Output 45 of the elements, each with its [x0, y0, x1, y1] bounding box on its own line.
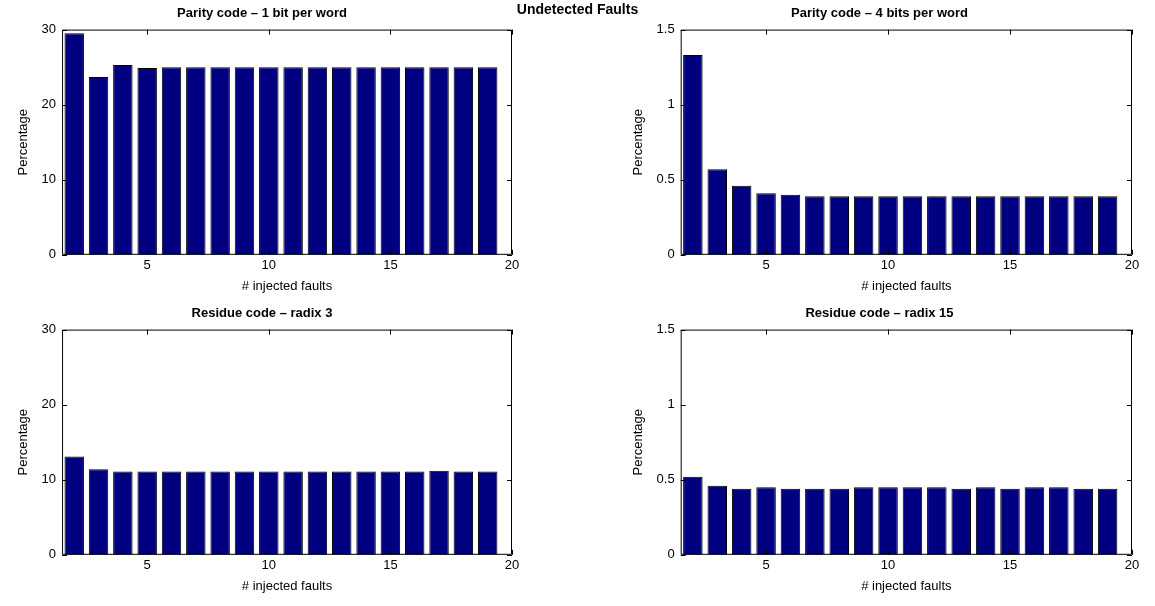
x-tick-label: 10	[880, 257, 896, 273]
x-tick-label: 20	[504, 557, 520, 573]
chart-title: Residue code – radix 15	[805, 305, 954, 321]
x-tick-label: 15	[383, 557, 398, 573]
y-tick-label: 1.5	[656, 21, 675, 37]
y-tick-label: 1	[667, 96, 675, 112]
y-axis-title: Percentage	[630, 408, 646, 476]
x-tick-label: 10	[261, 257, 277, 273]
x-tick-label: 20	[504, 257, 520, 273]
x-axis-title: # injected faults	[861, 277, 952, 293]
x-tick-label: 10	[880, 557, 896, 573]
x-axis-title: # injected faults	[861, 577, 952, 593]
y-tick-label: 30	[41, 21, 57, 37]
y-tick-label: 0	[48, 246, 57, 262]
x-tick-label: 5	[762, 257, 770, 273]
x-axis-title: # injected faults	[241, 577, 333, 593]
x-tick-label: 5	[143, 557, 151, 573]
text: Undetected Faults	[516, 1, 639, 17]
y-axis-title: Percentage	[15, 408, 31, 476]
x-tick-label: 10	[261, 557, 277, 573]
chart-title: Parity code – 1 bit per word	[177, 5, 347, 21]
y-tick-label: 10	[41, 471, 57, 487]
y-axis-title: Percentage	[15, 108, 31, 176]
chart-title: Parity code – 4 bits per word	[791, 5, 969, 21]
x-tick-label: 5	[762, 557, 770, 573]
x-tick-label: 20	[1124, 557, 1140, 573]
x-axis-title: # injected faults	[241, 277, 333, 293]
chart-title: Residue code – radix 3	[191, 305, 333, 321]
y-tick-label: 0.5	[656, 171, 675, 187]
y-tick-label: 10	[41, 171, 57, 187]
y-tick-label: 20	[41, 396, 57, 412]
y-tick-label: 1	[667, 396, 675, 412]
y-tick-label: 0	[667, 546, 675, 562]
y-tick-label: 0	[48, 546, 57, 562]
x-tick-label: 15	[1002, 257, 1018, 273]
y-tick-label: 0.5	[656, 471, 675, 487]
x-tick-label: 15	[383, 257, 398, 273]
y-tick-label: 1.5	[656, 321, 675, 337]
x-tick-label: 15	[1002, 557, 1018, 573]
x-tick-label: 5	[143, 257, 151, 273]
y-tick-label: 0	[667, 246, 675, 262]
x-tick-label: 20	[1124, 257, 1140, 273]
y-axis-title: Percentage	[630, 108, 646, 176]
y-tick-label: 30	[41, 321, 57, 337]
y-tick-label: 20	[41, 96, 57, 112]
